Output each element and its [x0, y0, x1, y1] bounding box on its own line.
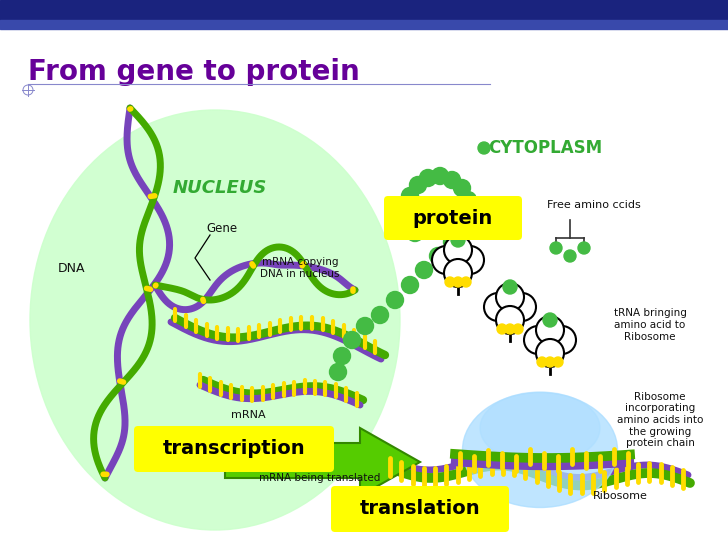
Circle shape — [398, 213, 416, 230]
Circle shape — [496, 306, 524, 334]
Text: mRNA copying
DNA in nucleus: mRNA copying DNA in nucleus — [260, 257, 340, 279]
Circle shape — [416, 262, 432, 278]
Circle shape — [536, 339, 564, 367]
Bar — [0, 0, 728, 20]
Text: Ribosome: Ribosome — [593, 491, 647, 501]
Circle shape — [409, 176, 427, 193]
Circle shape — [406, 224, 424, 241]
Text: Gene: Gene — [207, 222, 237, 234]
Circle shape — [454, 180, 470, 197]
Circle shape — [432, 246, 460, 274]
Circle shape — [536, 316, 564, 344]
Text: translation: translation — [360, 500, 480, 519]
Text: DNA: DNA — [58, 262, 85, 275]
Circle shape — [459, 192, 477, 209]
Circle shape — [578, 242, 590, 254]
Circle shape — [397, 199, 414, 217]
Circle shape — [461, 277, 471, 287]
Circle shape — [543, 313, 557, 327]
Circle shape — [387, 292, 403, 308]
Circle shape — [451, 233, 465, 247]
Circle shape — [564, 250, 576, 262]
Circle shape — [419, 169, 437, 187]
Bar — [0, 20, 728, 29]
FancyBboxPatch shape — [384, 196, 522, 240]
Circle shape — [513, 324, 523, 334]
Circle shape — [443, 234, 461, 251]
Ellipse shape — [30, 110, 400, 530]
Circle shape — [371, 306, 389, 323]
Circle shape — [550, 242, 562, 254]
Text: protein: protein — [413, 209, 493, 228]
Circle shape — [344, 331, 360, 348]
Circle shape — [445, 277, 455, 287]
Text: From gene to protein: From gene to protein — [28, 58, 360, 86]
Text: transcription: transcription — [162, 440, 305, 459]
Polygon shape — [225, 428, 420, 496]
Text: mRNA being translated: mRNA being translated — [259, 473, 381, 483]
Ellipse shape — [480, 392, 600, 464]
Circle shape — [444, 236, 472, 264]
Circle shape — [430, 247, 446, 264]
Circle shape — [484, 293, 512, 321]
Ellipse shape — [462, 393, 617, 507]
Circle shape — [432, 168, 448, 185]
Circle shape — [453, 277, 463, 287]
Circle shape — [553, 357, 563, 367]
Circle shape — [402, 276, 419, 294]
Circle shape — [402, 187, 419, 205]
Circle shape — [548, 326, 576, 354]
Circle shape — [524, 326, 552, 354]
Circle shape — [478, 142, 490, 154]
Circle shape — [456, 246, 484, 274]
Circle shape — [505, 324, 515, 334]
Text: Ribosome
incorporating
amino acids into
the growing
protein chain: Ribosome incorporating amino acids into … — [617, 392, 703, 448]
FancyBboxPatch shape — [331, 486, 509, 532]
Circle shape — [496, 283, 524, 311]
Circle shape — [444, 259, 472, 287]
Circle shape — [459, 205, 477, 223]
Circle shape — [357, 318, 373, 335]
Circle shape — [545, 357, 555, 367]
Circle shape — [454, 219, 470, 236]
Text: mRNA: mRNA — [231, 410, 265, 420]
Text: tRNA bringing
amino acid to
Ribosome: tRNA bringing amino acid to Ribosome — [614, 308, 687, 342]
Circle shape — [508, 293, 536, 321]
Text: CYTOPLASM: CYTOPLASM — [488, 139, 602, 157]
Circle shape — [333, 347, 350, 365]
Circle shape — [497, 324, 507, 334]
FancyBboxPatch shape — [134, 426, 334, 472]
Circle shape — [537, 357, 547, 367]
Circle shape — [503, 280, 517, 294]
Circle shape — [330, 364, 347, 381]
Circle shape — [443, 171, 461, 188]
Text: NUCLEUS: NUCLEUS — [173, 179, 267, 197]
Text: Free amino ccids: Free amino ccids — [547, 200, 641, 210]
